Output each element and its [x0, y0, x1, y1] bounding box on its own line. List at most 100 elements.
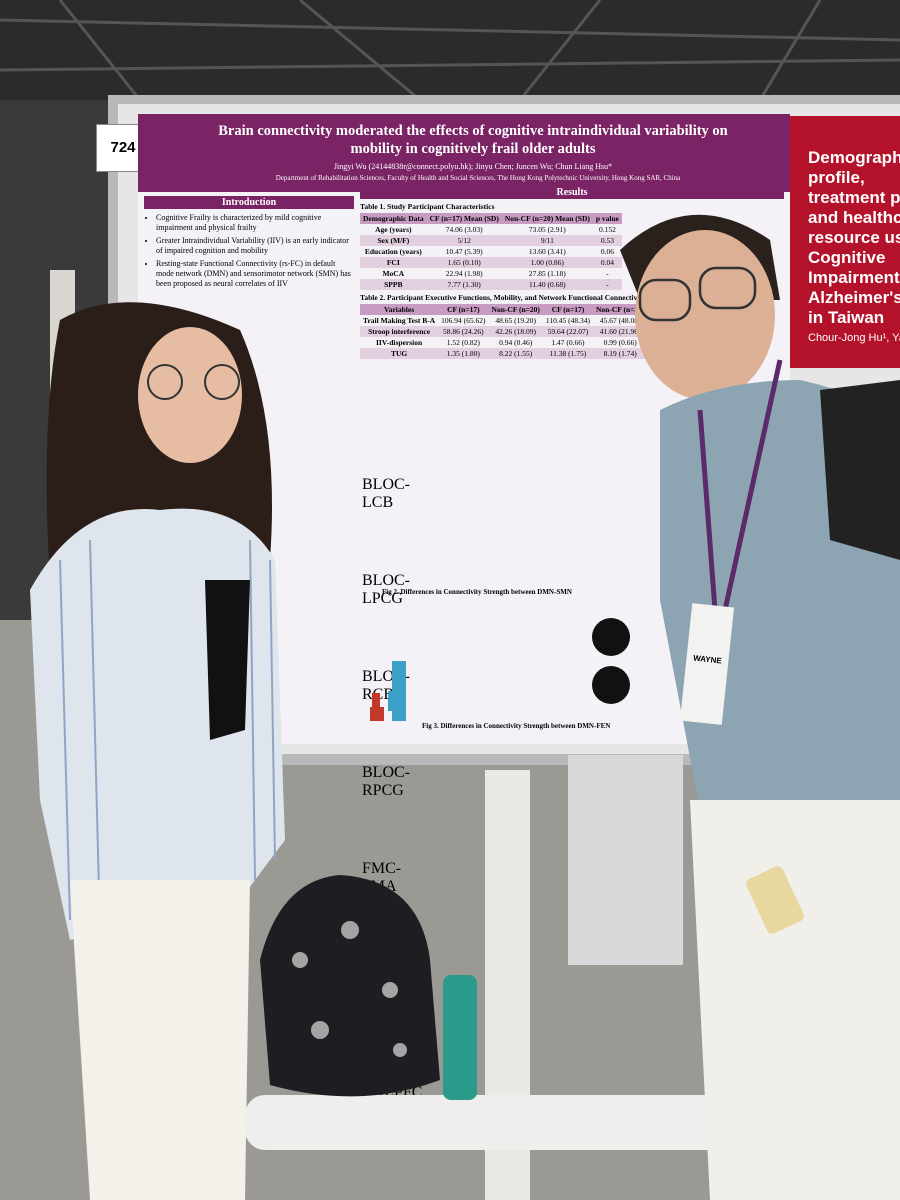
- badge-name: WAYNE: [692, 653, 723, 666]
- table-caption: Table 2. Participant Executive Functions…: [360, 293, 646, 302]
- poster-authors: Jingyi Wu (24144838r@connect.polyu.hk); …: [333, 162, 613, 171]
- cell: 42.26 (18.09): [495, 327, 537, 336]
- cell: 0.53: [600, 236, 614, 245]
- row-label: Trail Making Test B-A: [363, 316, 436, 325]
- cell: 41.60 (21.96): [599, 327, 641, 336]
- bar-shape: [370, 707, 384, 721]
- header-cell: CF (n=17): [438, 304, 489, 315]
- row: MoCA 22.94 (1.98) 27.85 (1.18) -: [360, 268, 622, 279]
- header-cell: CF (n=17): [542, 304, 594, 315]
- cell: 1.65 (0.10): [447, 258, 481, 267]
- cell: 13.60 (3.41): [528, 247, 566, 256]
- row-label: MoCA: [382, 269, 405, 278]
- row-label: TUG: [390, 349, 408, 358]
- cell: 8.22 (1.55): [499, 349, 533, 358]
- cell: 11.40 (0.68): [529, 280, 566, 289]
- poster-title: Brain connectivity moderated the effects…: [218, 123, 728, 157]
- cell: 8.19 (1.74): [603, 349, 637, 358]
- figure-caption: Fig 3. Differences in Connectivity Stren…: [422, 722, 611, 730]
- cell: -: [606, 269, 609, 278]
- bullet: Cognitive Frailty is characterized by mi…: [156, 213, 354, 233]
- side-title-line: Demograph: [808, 148, 900, 167]
- bar-shape: [392, 685, 406, 721]
- cell: 1.52 (0.82): [446, 338, 480, 347]
- section-heading: Introduction: [144, 196, 354, 209]
- table: Demographic Data CF (n=17) Mean (SD) Non-C…: [360, 213, 622, 290]
- bullet: Greater Intraindividual Variability (IIV…: [156, 236, 354, 256]
- table: Variables CF (n=17) Non-CF (n=20) CF (n=17)…: [360, 304, 677, 359]
- cell: 0.99 (0.66): [603, 338, 637, 347]
- panel-label: BLOC-RPCG: [362, 764, 410, 799]
- header-row: Demographic Data CF (n=17) Mean (SD) Non-C…: [360, 213, 622, 224]
- poster-header: Brain connectivity moderated the effects…: [138, 114, 790, 192]
- cell: 0.94 (0.46): [499, 338, 533, 347]
- row: Education (years) 10.47 (5.39) 13.60 (3.41…: [360, 246, 622, 257]
- introduction: Introduction Cognitive Frailty is charac…: [144, 196, 354, 292]
- row-label: Education (years): [364, 247, 422, 256]
- row-label: IIV-dispersion: [376, 338, 423, 347]
- table-caption: Table 1. Study Participant Characteristi…: [360, 202, 495, 211]
- bullet-list: Cognitive Frailty is characterized by mi…: [144, 213, 354, 289]
- row-label: Age (years): [375, 225, 412, 234]
- side-title-line: treatment p: [808, 188, 900, 207]
- section-heading: Results: [360, 186, 784, 199]
- brain-scan: [592, 666, 630, 704]
- cell: 0.06: [600, 247, 614, 256]
- cell: 1.35 (1.80): [446, 349, 480, 358]
- cell: 11.38 (1.75): [549, 349, 587, 358]
- cell: 106.94 (65.62): [441, 316, 486, 325]
- side-title-line: resource use: [808, 228, 900, 247]
- row-label: SPPB: [384, 280, 403, 289]
- brain-scan: [592, 618, 630, 656]
- poster-affiliation: Department of Rehabilitation Sciences, F…: [275, 174, 681, 182]
- cell: 27.85 (1.18): [528, 269, 566, 278]
- side-title-line: Cognitive: [808, 248, 886, 267]
- header-cell: Non-CF (n=20): [488, 304, 543, 315]
- cell: 58.86 (24.26): [443, 327, 484, 336]
- row: FCI 1.65 (0.10) 1.00 (0.86) 0.04: [360, 257, 622, 268]
- header-cell: Non-CF (n=20) Mean (SD): [501, 213, 593, 224]
- header-cell: p value: [592, 213, 622, 224]
- cell: -: [606, 280, 609, 289]
- results: Results Table 1. Study Participant Chara…: [360, 186, 784, 359]
- row-label: Sex (M/F): [377, 236, 410, 245]
- side-title-line: Impairment a: [808, 268, 900, 287]
- cell: 5/12: [457, 236, 471, 245]
- row-label: FCI: [386, 258, 400, 267]
- cell: 10.47 (5.39): [445, 247, 483, 256]
- cell: 73.05 (2.91): [528, 225, 566, 234]
- header-cell: CF (n=17) Mean (SD): [426, 213, 502, 224]
- bar-shape: [372, 693, 380, 711]
- side-title-line: Alzheimer's I: [808, 288, 900, 307]
- cell: 48.65 (19.20): [495, 316, 537, 325]
- side-title-line: and healthca: [808, 208, 900, 227]
- row: Age (years) 74.06 (3.03) 73.05 (2.91) 0.152: [360, 224, 622, 235]
- cell: 9/11: [540, 236, 554, 245]
- side-title-line: profile,: [808, 168, 865, 187]
- row-label: Stroop interference: [368, 327, 431, 336]
- side-title-line: in Taiwan: [808, 308, 885, 327]
- cell: 45.67 (48.08): [599, 316, 641, 325]
- panel-label: BLOC-LCB: [362, 476, 410, 511]
- row: SPPB 7.77 (1.30) 11.40 (0.68) -: [360, 279, 622, 290]
- panel-label: BLOC-LPCG: [362, 572, 410, 607]
- header-cell: Variables: [360, 304, 439, 315]
- figure-caption: Fig 2. Differences in Connectivity Stren…: [382, 588, 572, 596]
- cell: 74.06 (3.03): [445, 225, 483, 234]
- cell: 0.152: [598, 225, 616, 234]
- cell: 7.77 (1.30): [447, 280, 481, 289]
- cell: 110.45 (48.34): [545, 316, 591, 325]
- cell: 1.47 (0.66): [551, 338, 585, 347]
- cell: 1.00 (0.86): [530, 258, 564, 267]
- bullet: Resting-state Functional Connectivity (r…: [156, 259, 354, 289]
- cell: 59.64 (22.07): [547, 327, 589, 336]
- row: Sex (M/F) 5/12 9/11 0.53: [360, 235, 622, 246]
- cell: 22.94 (1.98): [445, 269, 483, 278]
- side-authors: Chour-Jong Hu¹, Yao: [808, 332, 900, 344]
- header-cell: Demographic Data: [360, 213, 427, 224]
- header-cell: Non-CF (n=20): [593, 304, 648, 315]
- cell: 0.04: [600, 258, 614, 267]
